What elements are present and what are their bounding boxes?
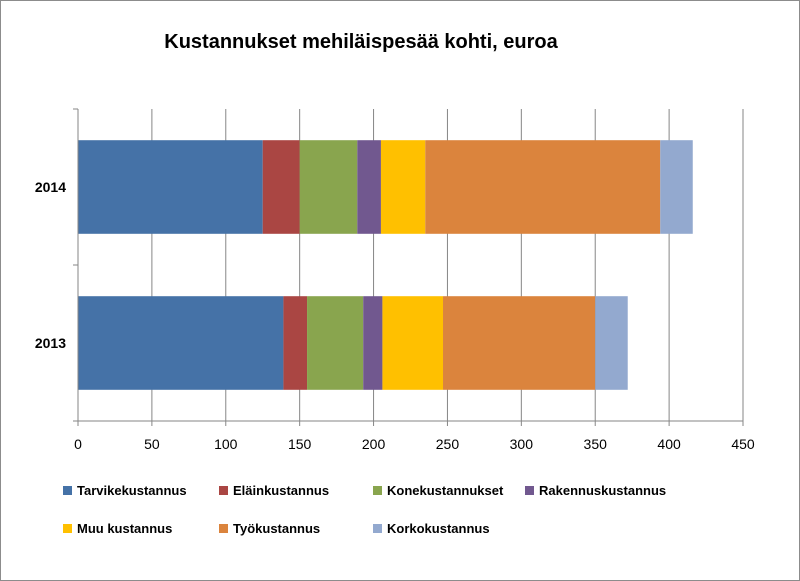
legend-label: Tarvikekustannus — [77, 483, 187, 498]
legend-label: Eläinkustannus — [233, 483, 329, 498]
bar-segment — [425, 140, 661, 234]
bar-segment — [283, 296, 308, 390]
legend-label: Rakennuskustannus — [539, 483, 666, 498]
bar-segment — [363, 296, 383, 390]
legend-swatch — [525, 486, 534, 495]
legend-swatch — [63, 524, 72, 533]
category-label: 2013 — [35, 335, 66, 351]
x-tick-label: 350 — [584, 436, 608, 452]
x-tick-label: 400 — [657, 436, 681, 452]
legend-label: Konekustannukset — [387, 483, 504, 498]
bar-segment — [660, 140, 693, 234]
bar-segment — [380, 140, 426, 234]
legend-swatch — [219, 486, 228, 495]
x-tick-label: 450 — [731, 436, 755, 452]
x-tick-label: 0 — [74, 436, 82, 452]
legend: Tarvikekustannus Eläinkustannus Konekustan… — [63, 483, 666, 536]
bar-segment — [307, 296, 364, 390]
legend-swatch — [63, 486, 72, 495]
bar-segment — [382, 296, 444, 390]
category-labels: 2013 2014 — [35, 179, 66, 351]
bar-segment — [262, 140, 300, 234]
legend-label: Työkustannus — [233, 521, 320, 536]
legend-swatch — [373, 524, 382, 533]
bar-segment — [357, 140, 381, 234]
legend-label: Muu kustannus — [77, 521, 172, 536]
x-tick-label: 250 — [436, 436, 460, 452]
legend-swatch — [219, 524, 228, 533]
axes — [73, 108, 744, 426]
bar-segment — [443, 296, 596, 390]
bar-segment — [299, 140, 358, 234]
x-tick-labels: 0 50 100 150 200 250 300 350 400 450 — [74, 436, 755, 452]
x-tick-label: 50 — [144, 436, 160, 452]
bars — [78, 140, 693, 390]
x-tick-label: 100 — [214, 436, 238, 452]
legend-swatch — [373, 486, 382, 495]
bar-segment — [78, 140, 263, 234]
legend-label: Korkokustannus — [387, 521, 490, 536]
x-tick-label: 150 — [288, 436, 312, 452]
chart-title: Kustannukset mehiläispesää kohti, euroa — [164, 31, 558, 53]
category-label: 2014 — [35, 179, 66, 195]
bar-segment — [78, 296, 284, 390]
x-tick-label: 200 — [362, 436, 386, 452]
bar-segment — [595, 296, 628, 390]
x-tick-label: 300 — [510, 436, 534, 452]
